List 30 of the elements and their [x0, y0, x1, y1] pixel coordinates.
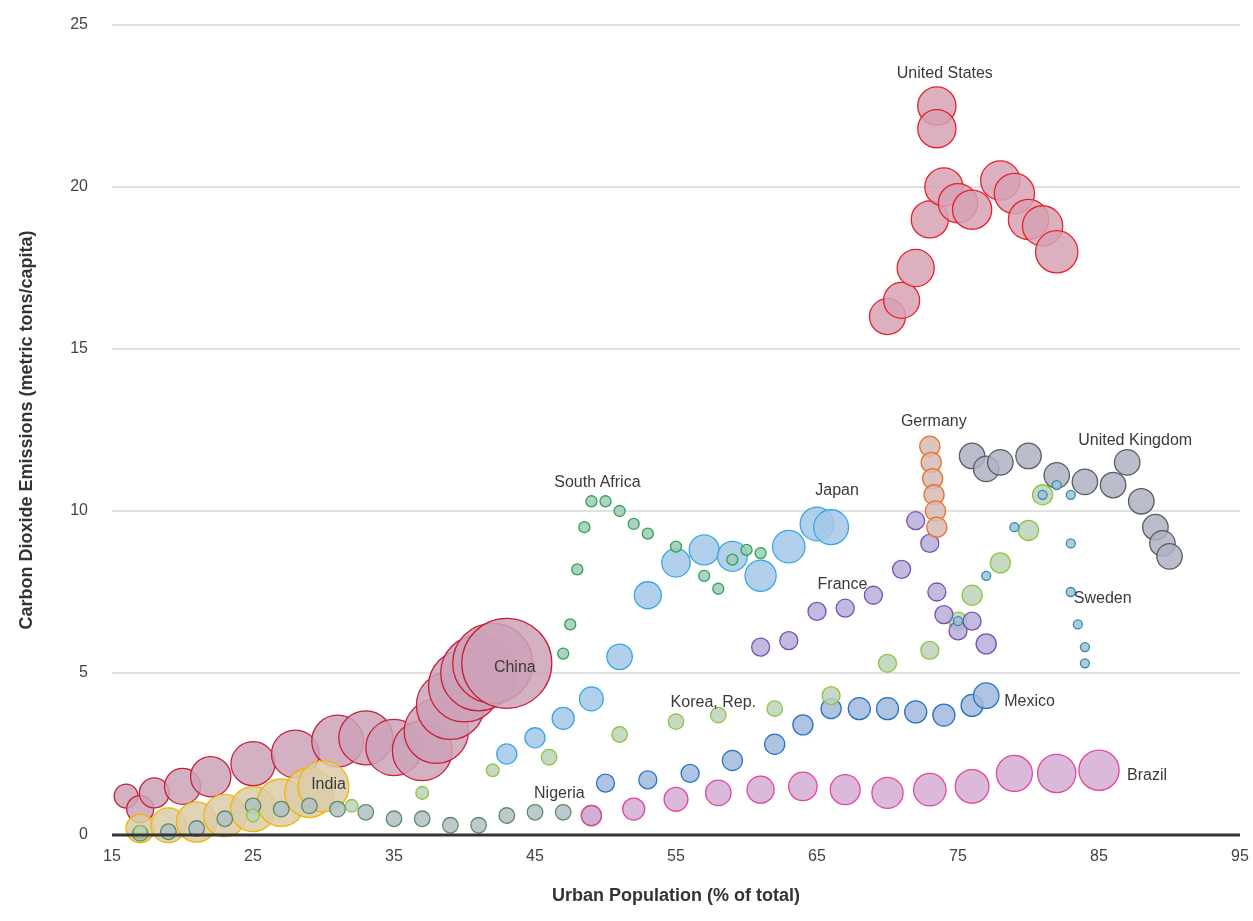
y-tick-label: 10 [70, 501, 89, 519]
x-tick-label: 65 [808, 847, 826, 864]
x-tick-label: 45 [526, 847, 544, 864]
series-label: United States [896, 64, 993, 82]
series-label: France [817, 575, 868, 593]
series-label: Korea, Rep. [670, 693, 756, 711]
series-label: Japan [815, 481, 859, 499]
series-label: Nigeria [534, 783, 585, 801]
x-tick-label: 95 [1231, 847, 1249, 864]
series-label: South Africa [554, 473, 641, 491]
x-tick-label: 15 [103, 847, 121, 864]
x-tick-label: 35 [385, 847, 403, 864]
series-label: Sweden [1073, 588, 1132, 606]
series-label: United Kingdom [1078, 430, 1193, 448]
series-label: Brazil [1127, 766, 1168, 784]
x-tick-label: 85 [1090, 847, 1108, 864]
x-tick-label: 25 [244, 847, 262, 864]
y-axis-title: Carbon Dioxide Emissions (metric tons/capita) [16, 230, 36, 630]
y-tick-label: 25 [70, 15, 89, 33]
series-label: China [493, 658, 536, 676]
y-tick-label: 15 [70, 339, 89, 357]
x-tick-label: 55 [667, 847, 685, 864]
x-axis-title: Urban Population (% of total) [552, 885, 800, 905]
y-tick-label: 0 [79, 825, 89, 843]
y-tick-label: 20 [70, 177, 89, 195]
series-label: Germany [900, 412, 967, 430]
y-tick-label: 5 [79, 663, 89, 681]
series-label: India [311, 774, 346, 792]
series-label: Mexico [1004, 691, 1055, 709]
x-tick-label: 75 [949, 847, 967, 864]
